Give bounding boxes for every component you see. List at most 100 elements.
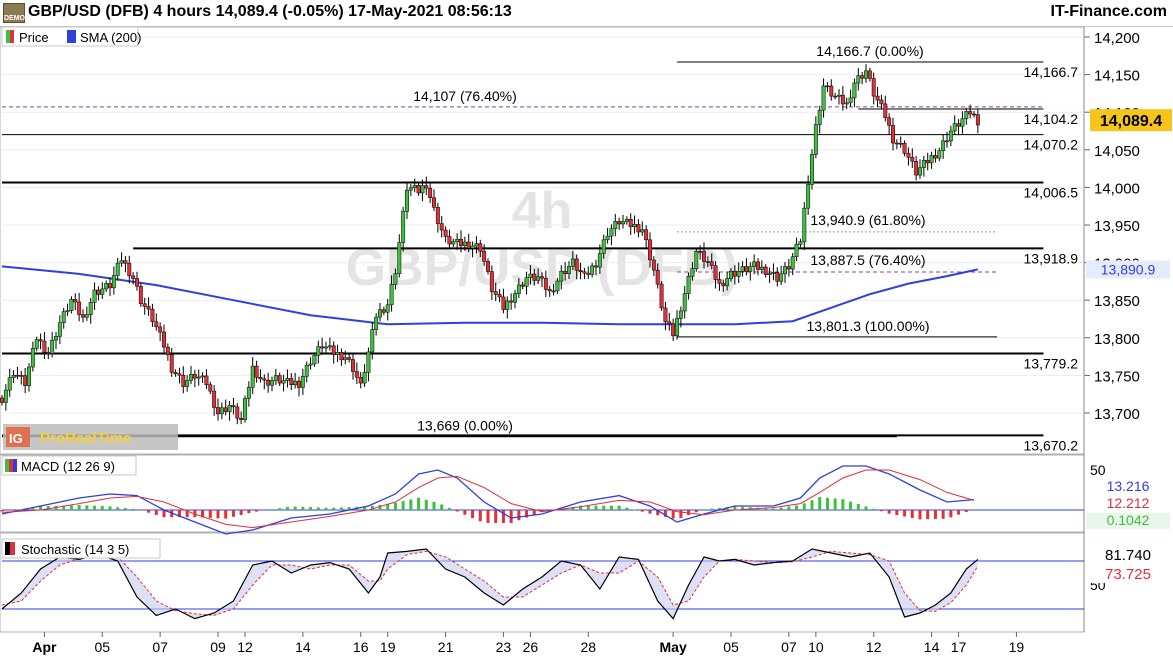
- candle-down: [898, 142, 903, 145]
- macd-signal-line: [1, 469, 975, 529]
- candle-up: [366, 351, 371, 373]
- candle-down: [154, 321, 159, 328]
- candle-up: [308, 363, 313, 366]
- candle-up: [624, 218, 629, 222]
- candle-up: [570, 258, 575, 267]
- candle-down: [162, 331, 166, 348]
- candle-down: [231, 405, 236, 408]
- candle-down: [131, 275, 136, 279]
- macd-hist-neg: [455, 510, 459, 512]
- candle-down: [19, 375, 24, 377]
- level-note: 14,166.7 (0.00%): [816, 43, 923, 59]
- macd-hist-neg: [139, 510, 143, 511]
- candle-down: [659, 283, 664, 309]
- macd-hist-neg: [532, 510, 536, 515]
- sma-line: [1, 265, 979, 326]
- candle-down: [42, 340, 47, 353]
- candle-down: [331, 345, 336, 355]
- time-tick-label: 12: [866, 639, 882, 655]
- candle-up: [952, 123, 957, 132]
- price-legend-swatch-down: [10, 30, 14, 43]
- candle-up: [621, 221, 625, 225]
- candle-up: [736, 271, 741, 277]
- candle-down: [354, 371, 359, 378]
- candle-down: [0, 397, 4, 403]
- candle-down: [459, 239, 463, 246]
- level-note: 13,887.5 (76.40%): [810, 252, 925, 268]
- macd-value-label: 0.1042: [1107, 512, 1150, 528]
- candle-down: [709, 261, 714, 266]
- candle-up: [817, 109, 822, 125]
- candle-up: [246, 386, 251, 399]
- candle-down: [146, 306, 151, 310]
- candle-down: [933, 155, 938, 159]
- candle-up: [115, 262, 120, 276]
- candle-down: [894, 142, 899, 145]
- macd-hist-pos: [802, 503, 806, 510]
- legend-macd: MACD (12 26 9): [21, 459, 115, 474]
- candle-up: [401, 211, 406, 243]
- candle-down: [825, 85, 830, 88]
- chart-title: GBP/USD (DFB) 4 hours 14,089.4 (-0.05%) …: [28, 3, 512, 20]
- candle-down: [663, 307, 668, 323]
- level-note: 13,940.9 (61.80%): [810, 212, 925, 228]
- candle-up: [918, 167, 922, 176]
- demo-logo: DEMO: [3, 3, 25, 23]
- candle-up: [690, 268, 695, 277]
- candle-up: [119, 260, 124, 264]
- candle-up: [528, 273, 533, 278]
- candle-up: [327, 345, 332, 348]
- candle-up: [848, 97, 853, 104]
- macd-hist-pos: [363, 506, 367, 510]
- macd-hist-neg: [201, 510, 205, 518]
- candle-down: [586, 272, 591, 275]
- macd-hist-neg: [486, 510, 490, 523]
- macd-hist-pos: [841, 499, 845, 510]
- candle-up: [111, 275, 116, 289]
- candle-down: [208, 384, 213, 392]
- candle-down: [501, 296, 506, 310]
- price-tick-label: 14,200: [1094, 30, 1140, 47]
- macd-hist-neg: [671, 510, 675, 519]
- macd-hist-pos: [285, 506, 289, 510]
- candle-down: [347, 357, 352, 360]
- candle-down: [127, 263, 132, 277]
- watermark-timeframe: 4h: [512, 182, 573, 240]
- price-axis: 14,20014,15014,10014,05014,00013,95013,9…: [1084, 30, 1172, 423]
- candle-down: [840, 94, 845, 105]
- candle-up: [759, 266, 764, 270]
- candle-up: [559, 270, 564, 282]
- candle-down: [509, 300, 514, 303]
- candle-down: [297, 380, 301, 388]
- candle-up: [343, 357, 348, 361]
- macd-hist-pos: [85, 505, 89, 510]
- candle-up: [11, 374, 16, 378]
- macd-legend-swatch-b: [9, 459, 13, 472]
- candle-down: [254, 365, 259, 378]
- level-axis-label: 13,918.9: [1024, 250, 1079, 266]
- candle-up: [806, 184, 811, 209]
- candle-up: [362, 372, 367, 384]
- candle-up: [964, 111, 969, 120]
- macd-hist-pos: [131, 508, 135, 510]
- macd-hist-pos: [339, 507, 343, 510]
- time-tick-label: 19: [1009, 639, 1025, 655]
- candle-down: [786, 266, 791, 270]
- candle-down: [968, 111, 973, 115]
- price-legend: Price SMA (200): [1, 26, 141, 47]
- candle-up: [196, 376, 201, 379]
- macd-hist-pos: [849, 501, 853, 510]
- stoch-value-tag: [1086, 547, 1170, 564]
- candle-down: [289, 378, 294, 385]
- candle-up: [312, 355, 317, 365]
- candle-down: [574, 258, 579, 271]
- stoch-value-label: 81.740: [1105, 547, 1151, 564]
- macd-hist-neg: [648, 510, 652, 514]
- candle-down: [651, 259, 656, 271]
- price-tick-label: 13,700: [1094, 406, 1140, 423]
- candle-up: [470, 245, 475, 249]
- candle-up: [694, 251, 699, 269]
- candle-down: [108, 283, 112, 289]
- macd-hist-pos: [764, 508, 768, 510]
